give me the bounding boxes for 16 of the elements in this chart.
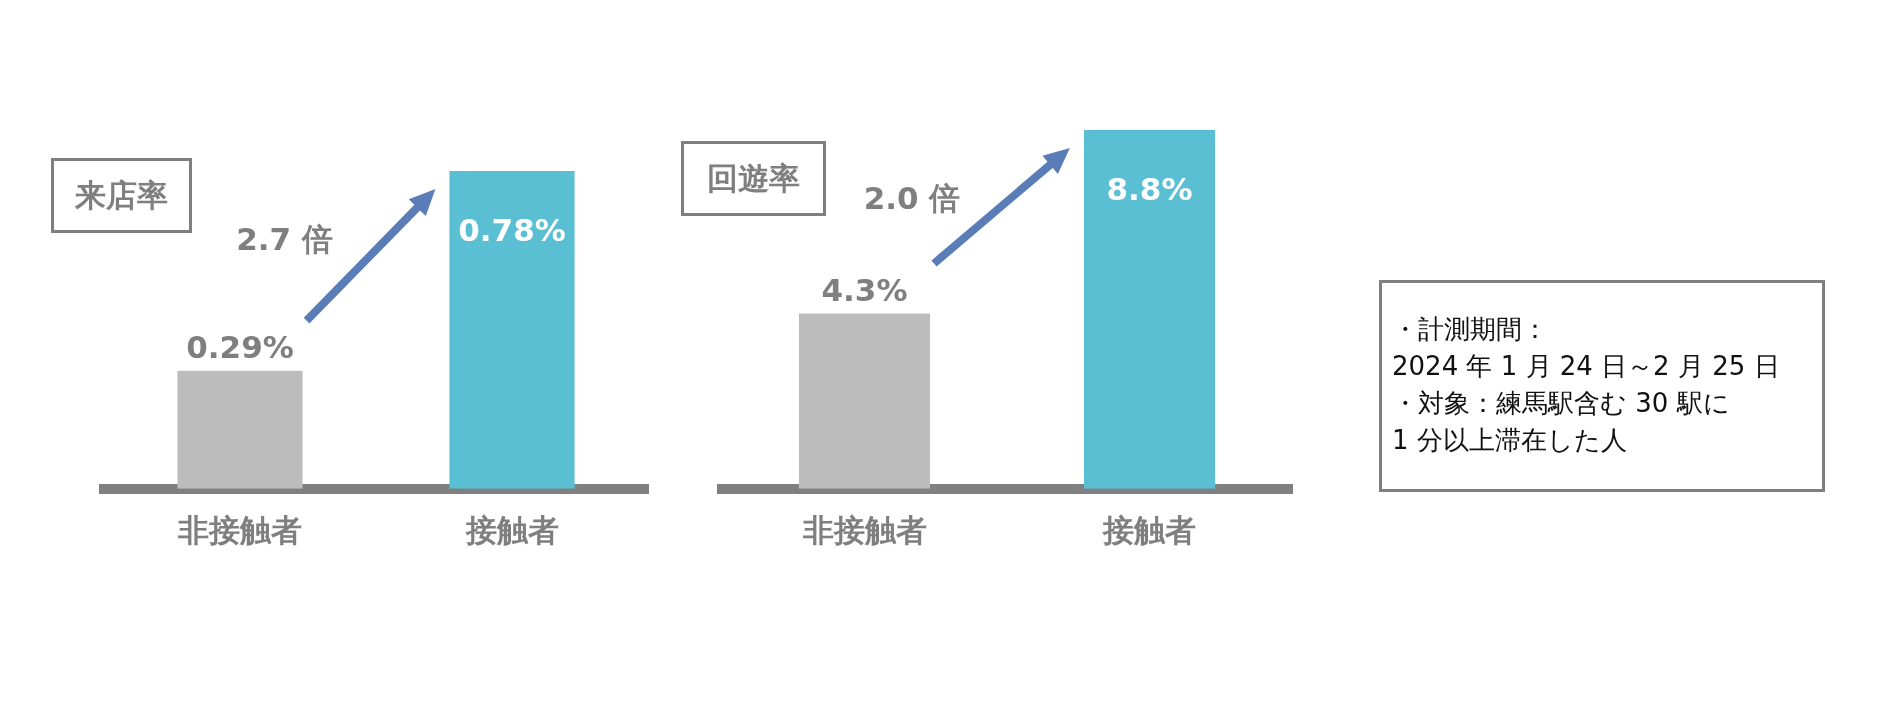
text: ・対象：練馬駅含む 30 駅に xyxy=(1392,387,1731,420)
annotation: 2.0 倍 xyxy=(863,180,961,217)
text: 2024 年 1 月 24 日～2 月 25 日 xyxy=(1392,350,1781,383)
text: 回遊率 xyxy=(681,141,826,216)
annotation: 2.7 倍 xyxy=(236,221,333,258)
data-label: 0.29% xyxy=(186,329,294,366)
x-tick-label: 非接触者 xyxy=(177,512,302,549)
data-label: 0.78% xyxy=(458,211,566,248)
data-label: 4.3% xyxy=(821,272,908,309)
x-tick-label: 接触者 xyxy=(1102,512,1196,549)
text: 1 分以上滞在した人 xyxy=(1392,424,1628,457)
chart-title: 来店率 xyxy=(51,158,192,233)
x-tick-label: 非接触者 xyxy=(801,512,927,549)
text: ・計測期間： xyxy=(1392,313,1549,346)
data-label: 8.8% xyxy=(1106,170,1193,207)
x-tick-label: 接触者 xyxy=(464,512,559,549)
